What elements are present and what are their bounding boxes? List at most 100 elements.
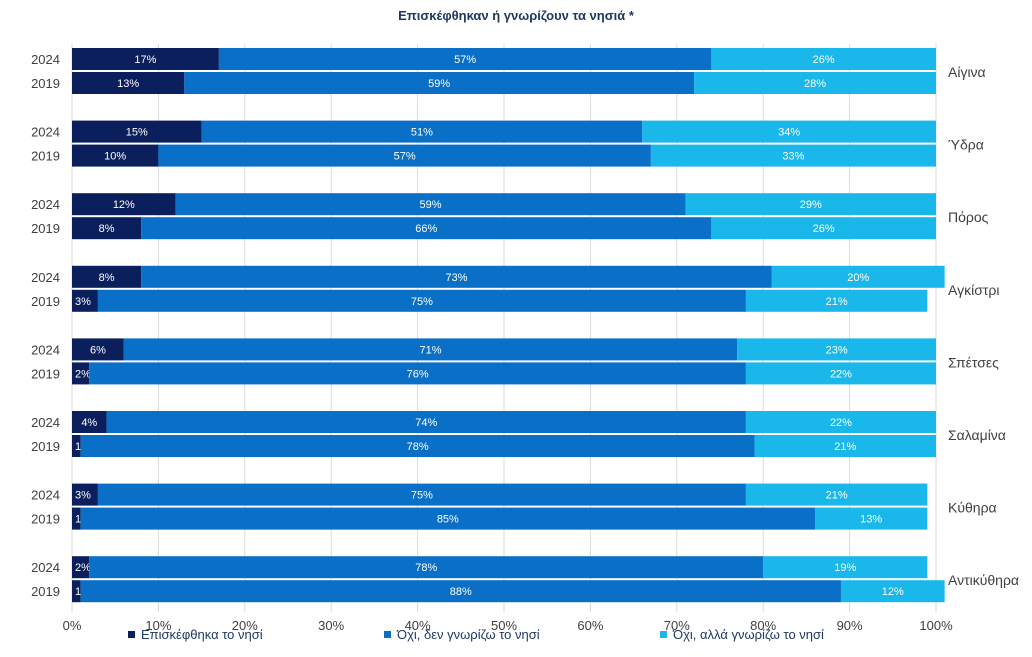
legend-swatch-visited <box>128 631 135 638</box>
bar-visited <box>72 338 124 361</box>
x-tick-label: 60% <box>577 618 603 633</box>
data-label-not-known: 66% <box>415 223 437 235</box>
bar-visited <box>72 217 142 240</box>
bar-not-known <box>184 72 695 94</box>
bar-visited <box>72 289 98 312</box>
bar-known <box>745 483 928 506</box>
data-label-not-known: 78% <box>407 441 429 453</box>
data-label-visited: 2% <box>75 368 91 380</box>
data-label-known: 12% <box>882 586 904 598</box>
island-label: Πόρος <box>948 209 989 225</box>
data-label-visited: 8% <box>99 223 115 235</box>
bar-not-known <box>218 48 712 70</box>
bar-not-known <box>175 193 686 216</box>
year-label: 2024 <box>31 488 60 503</box>
bar-known <box>737 338 936 361</box>
bar-visited <box>72 507 81 530</box>
legend-swatch-known <box>660 631 667 638</box>
year-label: 2024 <box>31 197 60 212</box>
legend-item-known: Όχι, αλλά γνωρίζω το νησί <box>660 627 824 642</box>
island-label: Σαλαμίνα <box>948 427 1006 443</box>
bar-not-known <box>141 265 772 288</box>
data-label-known: 29% <box>800 199 822 211</box>
data-label-known: 34% <box>778 127 800 139</box>
bar-visited <box>72 411 107 433</box>
data-label-not-known: 85% <box>437 514 459 526</box>
data-label-not-known: 57% <box>454 54 476 66</box>
data-label-visited: 6% <box>90 344 106 356</box>
data-label-known: 22% <box>830 417 852 429</box>
bar-known <box>815 507 928 530</box>
data-label-visited: 13% <box>117 78 139 90</box>
year-label: 2019 <box>31 584 60 599</box>
data-label-known: 19% <box>834 562 856 574</box>
data-label-visited: 17% <box>134 54 156 66</box>
bar-not-known <box>97 483 746 506</box>
data-label-not-known: 57% <box>394 151 416 163</box>
year-label: 2019 <box>31 76 60 91</box>
legend: Επισκέφθηκα το νησί Όχι, δεν γνωρίζω το … <box>0 627 1032 645</box>
data-label-visited: 3% <box>75 490 91 502</box>
bar-visited <box>72 265 142 288</box>
bar-not-known <box>123 338 738 361</box>
bar-known <box>685 193 936 216</box>
data-label-not-known: 51% <box>411 127 433 139</box>
legend-swatch-not-known <box>384 631 391 638</box>
island-label: Αγκίστρι <box>948 282 999 298</box>
bar-known <box>840 580 945 603</box>
data-label-not-known: 73% <box>445 272 467 284</box>
bar-known <box>754 435 936 457</box>
bar-not-known <box>89 556 764 579</box>
data-label-known: 13% <box>860 514 882 526</box>
data-label-not-known: 76% <box>407 368 429 380</box>
data-label-known: 20% <box>847 272 869 284</box>
island-label: Αντικύθηρα <box>948 572 1019 588</box>
x-tick-label: 40% <box>405 618 431 633</box>
data-label-not-known: 59% <box>428 78 450 90</box>
x-tick-label: 80% <box>750 618 776 633</box>
data-label-known: 26% <box>813 54 835 66</box>
year-label: 2024 <box>31 270 60 285</box>
data-label-known: 28% <box>804 78 826 90</box>
island-label: Σπέτσες <box>948 354 999 370</box>
data-label-not-known: 59% <box>420 199 442 211</box>
bar-visited <box>72 580 81 603</box>
year-label: 2019 <box>31 512 60 527</box>
data-label-visited: 3% <box>75 296 91 308</box>
bar-known <box>745 289 928 312</box>
bar-visited <box>72 483 98 506</box>
bar-known <box>745 362 936 385</box>
bar-not-known <box>106 411 746 433</box>
island-label: Ύδρα <box>948 137 984 153</box>
bar-known <box>694 72 936 94</box>
data-label-known: 33% <box>782 151 804 163</box>
bar-visited <box>72 362 90 385</box>
data-label-not-known: 88% <box>450 586 472 598</box>
data-label-known: 21% <box>834 441 856 453</box>
data-label-visited: 2% <box>75 562 91 574</box>
bar-visited <box>72 556 90 579</box>
year-label: 2019 <box>31 294 60 309</box>
year-label: 2019 <box>31 149 60 164</box>
data-label-not-known: 75% <box>411 296 433 308</box>
year-label: 2024 <box>31 52 60 67</box>
bar-not-known <box>158 144 651 167</box>
bar-known <box>711 48 936 70</box>
data-label-not-known: 75% <box>411 490 433 502</box>
legend-item-visited: Επισκέφθηκα το νησί <box>128 627 263 642</box>
legend-item-not-known: Όχι, δεν γνωρίζω το νησί <box>384 627 540 642</box>
bar-known <box>771 265 945 288</box>
data-label-known: 21% <box>826 296 848 308</box>
x-tick-label: 20% <box>232 618 258 633</box>
data-label-known: 26% <box>813 223 835 235</box>
bar-not-known <box>80 580 841 603</box>
bar-known <box>711 217 936 240</box>
bar-not-known <box>97 289 746 312</box>
bar-visited <box>72 435 81 457</box>
bar-known <box>650 144 936 167</box>
bar-known <box>745 411 936 433</box>
data-label-not-known: 71% <box>420 344 442 356</box>
year-label: 2024 <box>31 415 60 430</box>
